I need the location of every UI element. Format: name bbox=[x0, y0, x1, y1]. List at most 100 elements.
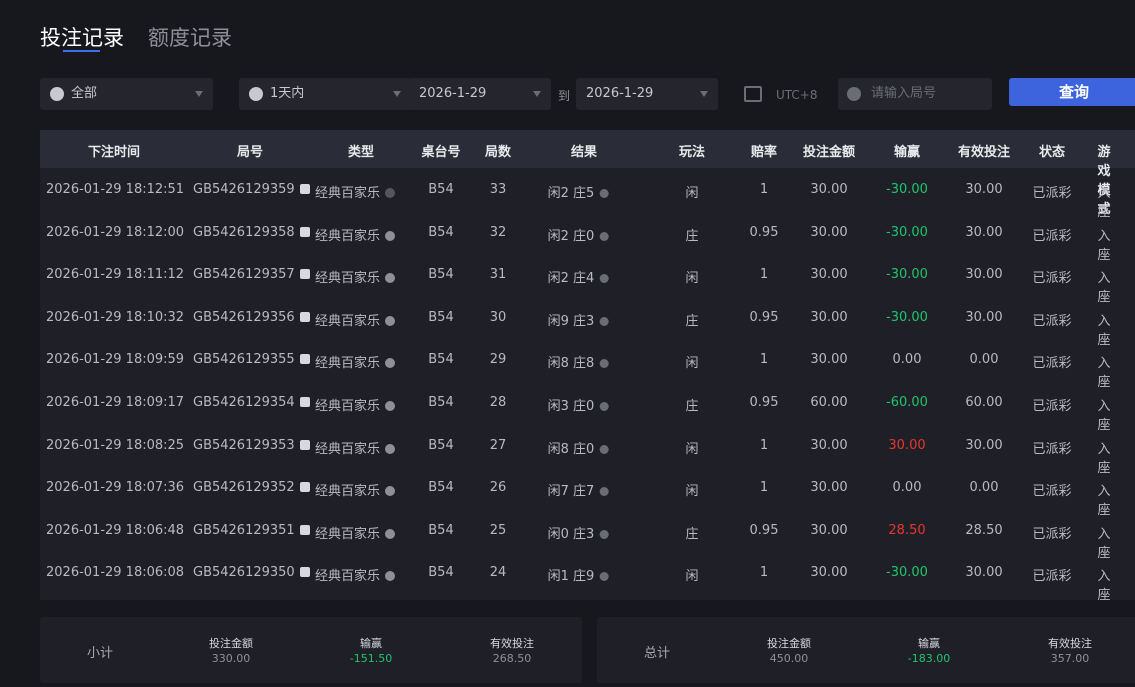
table-cell: 庄 bbox=[685, 228, 699, 244]
table-cell: 已派彩 bbox=[1032, 399, 1072, 414]
table-cell: 0.95 bbox=[749, 395, 779, 410]
table-cell: B54 bbox=[428, 267, 454, 283]
summary-item-value: 330.00 bbox=[211, 652, 251, 665]
table-cell: 30.00 bbox=[810, 267, 848, 283]
table-cell: -30.00 bbox=[886, 565, 928, 581]
table-cell: 2026-01-29 18:07:36 bbox=[46, 480, 185, 496]
copy-icon[interactable] bbox=[299, 226, 310, 237]
table-cell: GB5426129355 bbox=[193, 352, 310, 367]
table-cell: 30.00 bbox=[965, 437, 1003, 453]
info-icon[interactable] bbox=[599, 189, 609, 198]
table-cell: 已派彩 bbox=[1032, 186, 1072, 201]
date-to[interactable]: 2026-1-29 bbox=[576, 78, 718, 110]
icon bbox=[50, 87, 64, 101]
info-icon[interactable] bbox=[599, 444, 609, 454]
table-cell: 0.00 bbox=[969, 352, 999, 368]
calendar-icon[interactable] bbox=[744, 86, 762, 102]
table-cell: 已派彩 bbox=[1032, 356, 1072, 372]
copy-icon[interactable] bbox=[299, 354, 310, 365]
date-value: 2026-1-29 bbox=[419, 86, 487, 101]
info-icon[interactable] bbox=[599, 231, 609, 241]
column-header: 赔率 bbox=[750, 145, 778, 160]
summary-label: 总计 bbox=[644, 646, 671, 661]
copy-icon[interactable] bbox=[299, 311, 310, 322]
info-icon[interactable] bbox=[599, 529, 609, 539]
summary-item-label: 有效投注 bbox=[490, 637, 534, 650]
date-from[interactable]: 2026-1-29 bbox=[409, 78, 551, 110]
table-cell: 30.00 bbox=[965, 267, 1003, 283]
table-cell: 32 bbox=[489, 224, 507, 240]
table-cell: 2026-01-29 18:11:12 bbox=[46, 267, 185, 283]
status-dot bbox=[385, 528, 396, 539]
table-cell: 闲2 庄5 bbox=[548, 182, 609, 201]
info-icon[interactable] bbox=[599, 487, 609, 497]
table-cell: 已派彩 bbox=[1032, 484, 1072, 500]
table-cell: 经典百家乐 bbox=[315, 182, 396, 201]
table-cell: 0.95 bbox=[749, 224, 779, 240]
table-cell: GB5426129358 bbox=[193, 225, 310, 240]
info-icon[interactable] bbox=[599, 274, 609, 284]
column-header: 结果 bbox=[570, 145, 598, 160]
table-cell: 已派彩 bbox=[1032, 313, 1072, 329]
table-cell: -30.00 bbox=[886, 224, 928, 240]
arrow bbox=[195, 91, 203, 97]
copy-icon[interactable] bbox=[299, 482, 310, 493]
tab-active[interactable]: 投注记录 bbox=[40, 26, 124, 50]
status-dot bbox=[385, 230, 396, 241]
query-button[interactable]: 查询 bbox=[1009, 78, 1135, 106]
table-cell: 入座 bbox=[1097, 313, 1111, 348]
table-cell: 闲 bbox=[685, 271, 699, 287]
info-icon[interactable] bbox=[599, 402, 609, 411]
copy-icon[interactable] bbox=[299, 524, 310, 535]
column-header: 局数 bbox=[484, 145, 512, 160]
table-cell: -30.00 bbox=[886, 267, 928, 283]
table-cell: 0.95 bbox=[749, 522, 779, 538]
subtotal: 小计 投注金额 330.00 输赢 -151.50 有效投注 268.50 bbox=[40, 617, 582, 683]
table-cell: B54 bbox=[428, 182, 454, 197]
status-dot bbox=[385, 315, 396, 326]
column-header: 有效投注 bbox=[957, 145, 1011, 160]
copy-icon[interactable] bbox=[299, 397, 310, 407]
icon bbox=[847, 87, 861, 101]
search-input[interactable]: 请输入局号 bbox=[838, 78, 992, 110]
table-cell: GB5426129359 bbox=[193, 182, 310, 197]
tab[interactable]: 额度记录 bbox=[148, 26, 232, 50]
select-value: 全部 bbox=[71, 86, 98, 101]
table-cell: B54 bbox=[428, 224, 454, 240]
date-separator: 到 bbox=[558, 89, 571, 103]
table-cell: B54 bbox=[428, 437, 454, 453]
copy-icon[interactable] bbox=[299, 439, 310, 450]
summary-item-label: 输赢 bbox=[918, 637, 940, 650]
status-dot bbox=[385, 358, 396, 369]
info-icon[interactable] bbox=[599, 316, 609, 326]
column-header: 游戏模式 bbox=[1097, 145, 1111, 217]
table-cell: 入座 bbox=[1097, 484, 1111, 519]
table-cell: 30.00 bbox=[965, 565, 1003, 581]
table-cell: 闲1 庄9 bbox=[548, 565, 609, 584]
table-cell: B54 bbox=[428, 565, 454, 581]
table-cell: 入座 bbox=[1097, 399, 1111, 433]
info-icon[interactable] bbox=[599, 572, 609, 582]
table-cell: 入座 bbox=[1097, 526, 1111, 561]
status-dot bbox=[385, 401, 396, 411]
time-select[interactable]: 1天内 bbox=[239, 78, 411, 110]
copy-icon[interactable] bbox=[299, 567, 310, 578]
table-cell: B54 bbox=[428, 522, 454, 538]
table-cell: 25 bbox=[489, 522, 507, 538]
table-cell: 2026-01-29 18:10:32 bbox=[46, 309, 185, 325]
copy-icon[interactable] bbox=[299, 184, 310, 194]
table-cell: 30.00 bbox=[965, 182, 1003, 197]
table-cell: 已派彩 bbox=[1032, 526, 1072, 542]
table-cell: 庄 bbox=[685, 526, 699, 542]
table-cell: 60.00 bbox=[810, 395, 848, 410]
table-cell: GB5426129357 bbox=[193, 267, 310, 282]
column-header: 局号 bbox=[236, 145, 264, 160]
copy-icon[interactable] bbox=[299, 269, 310, 280]
type-select[interactable]: 全部 bbox=[40, 78, 213, 110]
info-icon[interactable] bbox=[599, 359, 609, 369]
summary-item-value: 357.00 bbox=[1050, 652, 1090, 665]
table-header: 下注时间 局号 类型 桌台号 局数 结果 玩法 赔率 投注金额 输赢 有效投注 状态 游戏模式 bbox=[40, 130, 1135, 217]
table-cell: GB5426129352 bbox=[193, 480, 310, 495]
table-cell: 30.00 bbox=[965, 309, 1003, 325]
table-cell: 1 bbox=[759, 182, 769, 197]
